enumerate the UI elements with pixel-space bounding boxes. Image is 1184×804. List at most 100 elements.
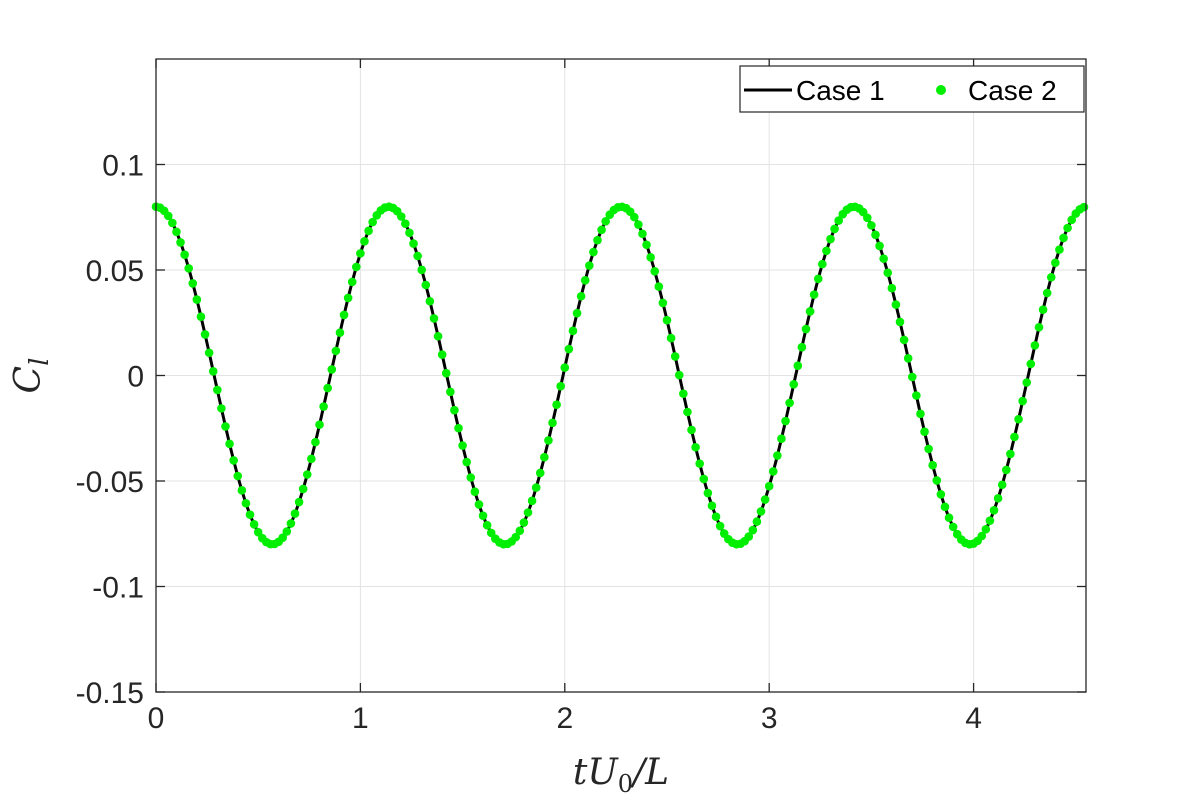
case-2-point <box>556 381 565 391</box>
case-2-point <box>748 525 758 535</box>
case-2-point <box>572 308 582 318</box>
case-2-point <box>809 290 819 299</box>
case-2-point <box>679 389 688 398</box>
case-2-point <box>352 262 361 272</box>
case-2-point <box>1006 449 1015 459</box>
y-tick-label: 0 <box>127 361 144 394</box>
case-2-point <box>229 456 238 465</box>
case-2-point <box>764 481 774 491</box>
case-2-point <box>560 363 570 372</box>
case-2-point <box>695 459 704 468</box>
case-2-point <box>1034 322 1044 332</box>
case-2-point <box>924 444 933 454</box>
case-2-point <box>891 300 901 309</box>
case-2-point <box>429 314 439 323</box>
y-tick-label: -0.15 <box>76 677 144 710</box>
case-2-point <box>527 496 537 506</box>
case-2-point <box>777 434 786 444</box>
case-2-point <box>928 460 937 470</box>
case-2-point <box>339 310 349 320</box>
case-2-point <box>1010 432 1019 442</box>
y-tick-labels: -0.15 -0.1 -0.05 0 0.05 0.1 <box>76 150 144 711</box>
case-2-point <box>977 531 987 541</box>
case-2-point <box>323 383 332 393</box>
case-2-point <box>364 226 373 236</box>
case-2-point <box>249 520 259 529</box>
case-2-point <box>871 230 880 240</box>
case-2-point <box>466 473 476 482</box>
case-2-point <box>331 346 341 356</box>
case-2-point <box>940 502 950 512</box>
case-2-point <box>883 268 893 278</box>
case-2-point <box>654 282 664 291</box>
case-2-point <box>294 497 304 507</box>
case-2-point <box>311 437 320 447</box>
case-2-point <box>903 353 913 363</box>
case-2-point <box>433 331 443 341</box>
case-2-point <box>478 511 488 520</box>
case-2-point <box>462 457 471 467</box>
case-2-point <box>401 219 410 229</box>
case-2-point <box>245 510 255 519</box>
axis-ticks <box>155 59 1086 693</box>
case-2-point <box>813 274 823 284</box>
case-2-point <box>196 312 206 321</box>
case-2-point <box>470 487 480 496</box>
case-2-point <box>319 402 328 411</box>
case-2-point <box>343 293 353 303</box>
case-2-point <box>213 385 222 395</box>
case-2-point <box>789 380 799 389</box>
case-2-point <box>944 513 954 523</box>
case-2-point <box>760 495 770 504</box>
case-2-point <box>552 400 561 410</box>
case-2-point <box>1055 245 1064 254</box>
case-2-point <box>204 348 214 358</box>
x-tick-label: 1 <box>352 702 369 735</box>
case-2-point <box>920 427 929 437</box>
case-2-point <box>519 518 529 527</box>
case-2-point <box>834 216 843 225</box>
x-axis-label-part: tU <box>573 752 619 793</box>
case-2-point <box>535 468 545 478</box>
case-2-point <box>658 298 668 308</box>
case-2-point <box>793 361 803 371</box>
case-2-point <box>879 254 888 263</box>
case-2-point <box>290 509 300 518</box>
case-2-point <box>1014 414 1023 424</box>
case-2-point <box>875 241 884 251</box>
case-2-point <box>241 498 251 508</box>
x-tick-label: 4 <box>965 702 982 735</box>
case-2-point <box>1030 341 1040 350</box>
case-2-point <box>744 532 754 541</box>
case-2-point <box>540 452 549 462</box>
case-2-point <box>511 532 521 542</box>
case-2-point <box>523 508 533 517</box>
case-2-point <box>687 425 696 435</box>
case-2-point <box>997 480 1007 490</box>
case-2-point <box>818 259 827 269</box>
x-axis-label-part: /L <box>630 752 669 793</box>
case-2-point <box>515 526 525 536</box>
case-2-point <box>1046 272 1056 282</box>
y-axis-label: Cl <box>8 358 55 394</box>
case-2-point <box>421 280 431 290</box>
case-2-point <box>593 235 602 245</box>
case-2-point <box>360 236 369 246</box>
case-2-point <box>936 490 946 499</box>
x-tick-label: 0 <box>148 702 165 735</box>
y-tick-label: -0.05 <box>76 466 144 499</box>
case-2-point <box>1051 258 1060 268</box>
legend: Case 1 Case 2 <box>739 65 1085 113</box>
case-2-point <box>278 533 288 542</box>
case-2-point <box>707 501 717 510</box>
case-2-point <box>895 317 905 327</box>
case-2-point <box>233 471 243 481</box>
case-2-point <box>797 342 807 352</box>
case-2-point <box>912 391 921 400</box>
case-2-point <box>585 261 594 270</box>
case-2-point <box>163 211 173 221</box>
case-2-point <box>396 212 406 221</box>
case-2-point <box>208 367 218 376</box>
case-2-point <box>356 249 365 258</box>
